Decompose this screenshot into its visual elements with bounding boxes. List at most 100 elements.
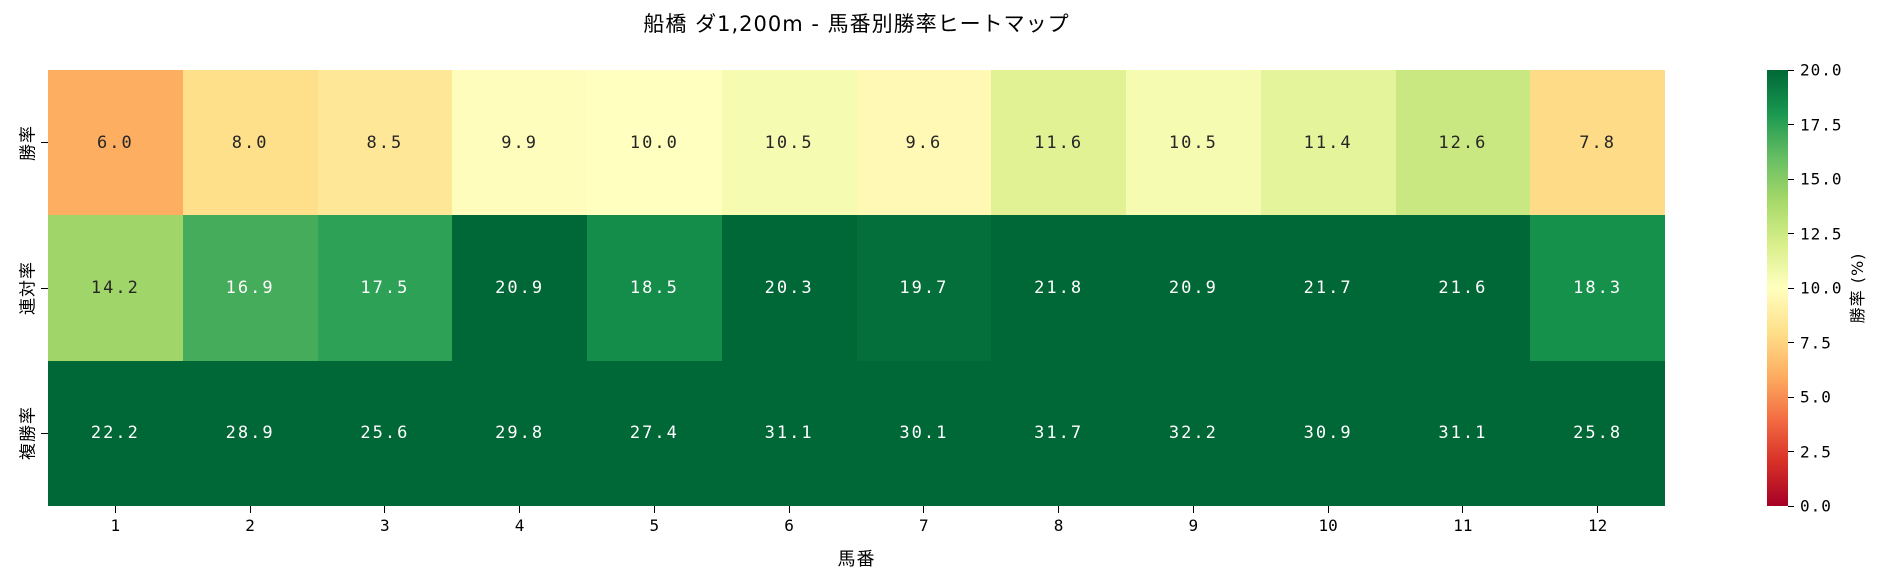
x-tick-label-3: 3 xyxy=(380,516,390,535)
cell-value: 31.1 xyxy=(764,423,814,444)
heatmap-cell-r1-c8: 11.6 xyxy=(991,70,1126,216)
colorbar-tick-mark xyxy=(1788,69,1794,71)
heatmap-grid: 6.0 8.0 8.5 9.9 10.0 10.5 9.6 11.6 10.5 11.4 12.6 7… xyxy=(48,70,1665,506)
cell-value: 21.6 xyxy=(1438,277,1488,298)
x-tick-mark xyxy=(1597,506,1599,513)
cell-value: 11.6 xyxy=(1034,132,1084,153)
x-tick-label-7: 7 xyxy=(919,516,929,535)
colorbar-tick-mark xyxy=(1788,451,1794,452)
y-tick-label-3: 複勝率 xyxy=(18,406,39,461)
cell-value: 29.8 xyxy=(495,423,545,444)
cell-value: 25.6 xyxy=(360,423,410,444)
colorbar-tick-label-5.0: 5.0 xyxy=(1800,387,1832,407)
x-tick-label-11: 11 xyxy=(1453,516,1473,535)
heatmap-cell-r3-c10: 30.9 xyxy=(1260,360,1396,506)
colorbar-label: 勝率 (%) xyxy=(1848,252,1867,324)
heatmap-cell-r2-c3: 17.5 xyxy=(317,215,453,361)
cell-value: 18.5 xyxy=(629,277,679,298)
x-tick-mark xyxy=(519,506,521,513)
cell-value: 10.5 xyxy=(764,132,814,153)
cell-value: 10.0 xyxy=(629,132,679,153)
cell-value: 20.9 xyxy=(495,277,545,298)
cell-value: 31.1 xyxy=(1438,423,1488,444)
cell-value: 16.9 xyxy=(225,277,275,298)
cell-value: 30.9 xyxy=(1303,423,1353,444)
cell-value: 8.0 xyxy=(231,132,269,153)
heatmap-cell-r2-c2: 16.9 xyxy=(182,215,318,361)
colorbar-tick-label-15.0: 15.0 xyxy=(1800,169,1843,189)
cell-value: 32.2 xyxy=(1168,423,1218,444)
chart-title: 船橋 ダ1,200m - 馬番別勝率ヒートマップ xyxy=(643,12,1070,36)
y-tick-label-1: 勝率 xyxy=(18,124,39,161)
heatmap-cell-r2-c4: 20.9 xyxy=(452,215,587,361)
y-tick-mark xyxy=(41,142,48,144)
heatmap-cell-r3-c5: 27.4 xyxy=(587,360,722,506)
cell-value: 10.5 xyxy=(1168,132,1218,153)
colorbar-tick-label-7.5: 7.5 xyxy=(1800,333,1832,352)
colorbar-gradient xyxy=(1767,70,1788,506)
x-tick-label-9: 9 xyxy=(1188,516,1199,535)
cell-value: 21.8 xyxy=(1034,277,1084,298)
heatmap-cell-r3-c1: 22.2 xyxy=(48,360,183,506)
cell-value: 22.2 xyxy=(90,423,140,444)
heatmap-cell-r2-c9: 20.9 xyxy=(1126,215,1261,361)
x-tick-mark xyxy=(923,506,925,513)
x-tick-mark xyxy=(249,506,251,513)
cell-value: 19.7 xyxy=(899,277,949,298)
cell-value: 9.9 xyxy=(501,132,538,153)
x-tick-label-8: 8 xyxy=(1053,516,1064,535)
cell-value: 28.9 xyxy=(225,423,275,444)
colorbar-tick-mark xyxy=(1788,124,1794,125)
x-tick-label-12: 12 xyxy=(1587,516,1608,535)
x-tick-label-5: 5 xyxy=(649,516,660,535)
cell-value: 17.5 xyxy=(360,277,410,298)
cell-value: 7.8 xyxy=(1579,132,1616,153)
heatmap-cell-r3-c8: 31.7 xyxy=(991,360,1126,506)
cell-value: 25.8 xyxy=(1573,423,1623,444)
heatmap-cell-r2-c1: 14.2 xyxy=(48,215,183,361)
heatmap-cell-r3-c9: 32.2 xyxy=(1126,360,1261,506)
heatmap-cell-r1-c3: 8.5 xyxy=(317,70,453,216)
y-tick-label-2: 連対率 xyxy=(18,261,39,315)
heatmap-cell-r1-c7: 9.6 xyxy=(856,70,992,216)
heatmap-cell-r1-c11: 12.6 xyxy=(1395,70,1531,216)
colorbar-tick-label-10.0: 10.0 xyxy=(1800,278,1843,298)
x-tick-label-4: 4 xyxy=(514,516,525,535)
x-tick-label-1: 1 xyxy=(110,516,121,535)
x-tick-label-2: 2 xyxy=(245,516,255,535)
heatmap-cell-r2-c7: 19.7 xyxy=(856,215,992,361)
cell-value: 8.5 xyxy=(366,132,404,153)
heatmap-cell-r1-c10: 11.4 xyxy=(1260,70,1396,216)
colorbar-tick-label-2.5: 2.5 xyxy=(1800,442,1832,461)
heatmap-cell-r2-c11: 21.6 xyxy=(1395,215,1531,361)
colorbar-tick-label-20.0: 20.0 xyxy=(1800,60,1843,80)
cell-value: 9.6 xyxy=(905,132,943,153)
heatmap-cell-r1-c2: 8.0 xyxy=(182,70,318,216)
colorbar-tick-mark xyxy=(1788,505,1794,507)
x-tick-label-10: 10 xyxy=(1318,516,1338,535)
heatmap-cell-r1-c4: 9.9 xyxy=(452,70,587,216)
x-tick-mark xyxy=(384,506,386,513)
cell-value: 14.2 xyxy=(90,277,140,298)
heatmap-cell-r3-c4: 29.8 xyxy=(452,360,587,506)
heatmap-cell-r3-c3: 25.6 xyxy=(317,360,453,506)
colorbar-tick-mark xyxy=(1788,233,1794,234)
cell-value: 11.4 xyxy=(1303,132,1353,153)
heatmap-cell-r1-c9: 10.5 xyxy=(1126,70,1261,216)
colorbar-tick-mark xyxy=(1788,287,1794,289)
x-axis-label: 馬番 xyxy=(837,549,876,570)
heatmap-cell-r2-c10: 21.7 xyxy=(1260,215,1396,361)
heatmap-cell-r1-c6: 10.5 xyxy=(721,70,857,216)
heatmap-cell-r1-c1: 6.0 xyxy=(48,70,183,216)
colorbar-tick-mark xyxy=(1788,342,1794,343)
cell-value: 21.7 xyxy=(1303,277,1353,298)
heatmap-cell-r1-c5: 10.0 xyxy=(587,70,722,216)
colorbar-tick-mark xyxy=(1788,396,1794,398)
cell-value: 12.6 xyxy=(1438,132,1488,153)
x-tick-mark xyxy=(653,506,655,513)
heatmap-cell-r3-c11: 31.1 xyxy=(1395,360,1531,506)
heatmap-cell-r1-c12: 7.8 xyxy=(1530,70,1665,216)
x-tick-mark xyxy=(1462,506,1464,513)
cell-value: 20.3 xyxy=(764,277,814,298)
